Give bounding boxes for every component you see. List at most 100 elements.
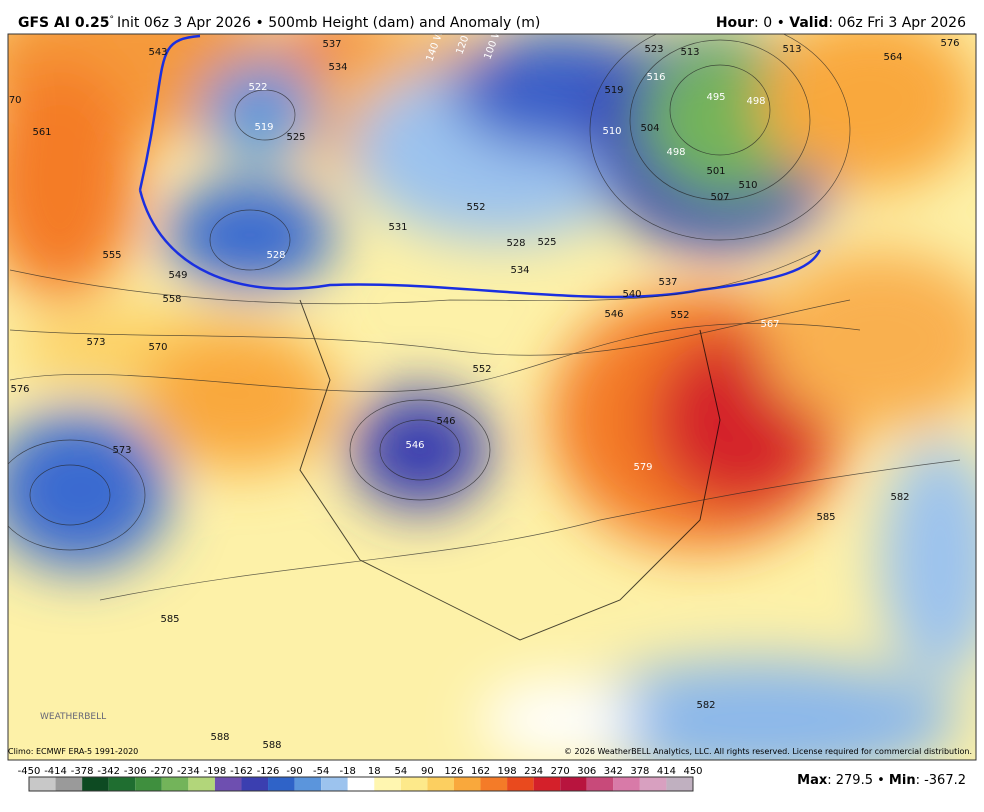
contour-label: 564: [883, 52, 902, 63]
contour-label: 567: [760, 319, 779, 330]
contour-label: 537: [322, 39, 341, 50]
contour-label: 558: [162, 294, 181, 305]
hour-label: Hour: [716, 15, 754, 31]
contour-label: 528: [266, 250, 285, 261]
contour-label: 588: [210, 732, 229, 743]
valid-text: : 06z Fri 3 Apr 2026: [828, 15, 966, 31]
colorbar-swatch: [400, 777, 428, 791]
colorbar-swatch: [480, 777, 508, 791]
valid-time: Hour: 0 • Valid: 06z Fri 3 Apr 2026: [716, 15, 966, 31]
contour-label: 546: [604, 309, 623, 320]
title: GFS AI 0.25° Init 06z 3 Apr 2026 • 500mb …: [18, 15, 540, 31]
contour-label: 546: [436, 416, 455, 427]
contour-label: 582: [696, 700, 715, 711]
model: GFS AI 0.25: [18, 15, 109, 31]
colorbar-swatch: [241, 777, 269, 791]
colorbar-tick-label: -162: [230, 766, 253, 777]
colorbar-tick-label: 126: [444, 766, 463, 777]
colorbar-swatch: [427, 777, 454, 791]
contour-label: 552: [466, 202, 485, 213]
colorbar-swatch: [347, 777, 375, 791]
contour-label: 523: [644, 44, 663, 55]
contour-label: 561: [32, 127, 51, 138]
contour-label: 501: [706, 166, 725, 177]
colorbar-tick-label: 342: [604, 766, 623, 777]
contour-label: 531: [388, 222, 407, 233]
colorbar-swatch: [613, 777, 640, 791]
contour-label: 546: [405, 440, 424, 451]
contour-label: 534: [328, 62, 347, 73]
contour-label: 552: [472, 364, 491, 375]
colorbar: -450 -414 -378 -342 -306 -270 -234 -198 -162 -126…: [18, 766, 703, 792]
contour-label: 534: [510, 265, 529, 276]
contour-label: 576: [10, 384, 29, 395]
map-frame: [7, 33, 977, 761]
colorbar-tick-label: 198: [498, 766, 517, 777]
colorbar-tick-label: -270: [150, 766, 173, 777]
copyright: © 2026 WeatherBELL Analytics, LLC. All r…: [564, 747, 972, 756]
colorbar-tick-label: 270: [551, 766, 570, 777]
colorbar-tick-label: -306: [124, 766, 147, 777]
colorbar-tick-label: -414: [44, 766, 67, 777]
colorbar-frame: [28, 776, 694, 792]
colorbar-tick-label: -18: [340, 766, 356, 777]
colorbar-swatch: [188, 777, 215, 791]
contour-label: 510: [738, 180, 757, 191]
colorbar-tick-label: 306: [577, 766, 596, 777]
contour-label: 543: [148, 47, 167, 58]
colorbar-swatch: [321, 777, 348, 791]
colorbar-tick-label: -234: [177, 766, 200, 777]
colorbar-tick-label: 54: [394, 766, 407, 777]
colorbar-swatch: [639, 777, 667, 791]
colorbar-swatch: [294, 777, 322, 791]
colorbar-tick-label: 162: [471, 766, 490, 777]
contour-label: 507: [710, 192, 729, 203]
contour-label: 516: [646, 72, 665, 83]
contour-label: 522: [248, 82, 267, 93]
contour-label: 525: [286, 132, 305, 143]
colorbar-swatch: [374, 777, 401, 791]
contour-label: 495: [706, 92, 725, 103]
contour-label: 498: [746, 96, 765, 107]
contour-label: 570: [148, 342, 167, 353]
contour-label: 573: [112, 445, 131, 456]
contour-label: 579: [633, 462, 652, 473]
degree: °: [109, 15, 114, 25]
contour-label: 585: [816, 512, 835, 523]
min-label: Min: [889, 773, 916, 788]
colorbar-tick-label: 234: [524, 766, 543, 777]
min-text: : -367.2: [916, 773, 966, 788]
colorbar-tick-label: -342: [97, 766, 120, 777]
max-text: : 279.5 •: [827, 773, 889, 788]
colorbar-tick-label: 378: [630, 766, 649, 777]
colorbar-swatch: [214, 777, 242, 791]
logo: WEATHERBELL: [40, 712, 106, 722]
contour-label: 576: [940, 38, 959, 49]
contour-label: 504: [640, 123, 659, 134]
contour-label: 540: [622, 289, 641, 300]
climo: Climo: ECMWF ERA-5 1991-2020: [8, 747, 138, 756]
contour-label: 573: [86, 337, 105, 348]
colorbar-tick-label: -90: [286, 766, 302, 777]
contour-label: 555: [102, 250, 121, 261]
colorbar-swatch: [507, 777, 534, 791]
contour-label: 570: [2, 95, 21, 106]
colorbar-tick-label: -54: [313, 766, 329, 777]
colorbar-swatch: [135, 777, 162, 791]
contour-label: 519: [254, 122, 273, 133]
colorbar-swatch: [586, 777, 614, 791]
description: Init 06z 3 Apr 2026 • 500mb Height (dam)…: [117, 15, 540, 31]
colorbar-tick-label: -378: [71, 766, 94, 777]
contour-label: 519: [604, 85, 623, 96]
contour-label: 525: [537, 237, 556, 248]
colorbar-tick-label: 450: [683, 766, 702, 777]
colorbar-tick-label: 414: [657, 766, 676, 777]
contour-label: 549: [168, 270, 187, 281]
max-label: Max: [797, 773, 828, 788]
colorbar-swatch: [533, 777, 561, 791]
colorbar-tick-label: -450: [18, 766, 41, 777]
colorbar-swatch: [82, 777, 109, 791]
colorbar-swatch: [560, 777, 587, 791]
contour-label: 513: [680, 47, 699, 58]
